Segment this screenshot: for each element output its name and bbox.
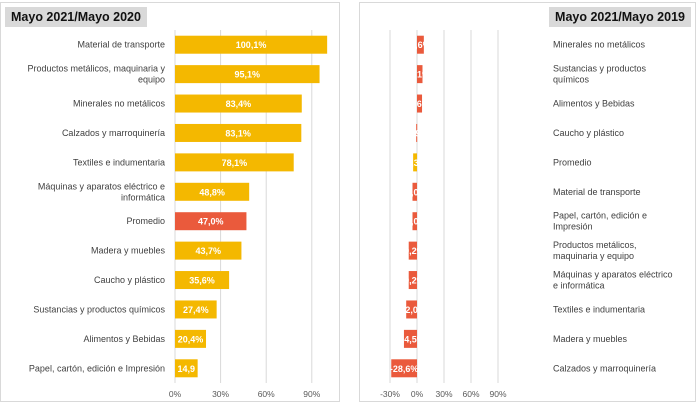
category-label: Máquinas y aparatos eléctrico e informáti… [553,270,673,291]
category-label: Calzados y marroquinería [62,128,165,138]
data-label: -5,0% [403,187,427,197]
category-label: Caucho y plástico [94,275,165,285]
data-label: 78,1% [222,158,248,168]
data-label: -12,0% [397,305,426,315]
bar [175,212,247,231]
x-tick-label: 90% [303,389,320,399]
data-label: 27,4% [183,305,209,315]
bar-chart-2019: -30% 0% 30% 60% 90% 7,6% Minerales no metálico… [380,30,673,399]
bar [412,182,417,201]
data-label: -5,0% [403,217,427,227]
category-label: Minerales no metálicos [553,40,646,50]
category-label: Textiles e indumentaria [73,157,165,167]
data-label: -4,3% [403,158,427,168]
x-tick-label: 30% [212,389,229,399]
data-label: 35,6% [189,276,215,286]
category-label: Textiles e indumentaria [553,304,645,314]
data-label: 20,4% [178,334,204,344]
bar [175,300,217,319]
bar [417,94,423,113]
data-label: -9,2% [401,246,425,256]
category-label: Alimentos y Bebidas [553,99,635,109]
chart-title: Mayo 2021/Mayo 2020 [5,7,147,27]
data-label: -28,6% [390,364,419,374]
bar [175,123,302,142]
chart-panel-2019: Mayo 2021/Mayo 2019 -30% 0% 30% 60% 90% 7,6% M… [359,2,696,402]
category-label: Promedio [553,157,592,167]
x-tick-label: 0% [169,389,182,399]
bar [416,123,418,142]
bar [403,329,417,348]
data-label: 83,4% [226,99,252,109]
bar [175,182,250,201]
data-label: 47,0% [198,217,224,227]
chart-title: Mayo 2021/Mayo 2019 [549,7,691,27]
data-label: -0,9% [405,128,429,138]
bar [175,329,207,348]
category-label: Papel, cartón, edición e Impresión [553,211,647,232]
bar [417,65,423,84]
category-label: Minerales no metálicos [73,99,166,109]
category-label: Productos metálicos, maquinaria y equipo [553,240,637,261]
data-label: 48,8% [199,187,225,197]
category-label: Calzados y marroquinería [553,363,656,373]
data-label: 100,1% [236,40,267,50]
bar [391,359,417,378]
bar [175,153,294,172]
x-tick-label: 30% [435,389,452,399]
bar [175,271,230,290]
x-tick-label: 60% [258,389,275,399]
bar [413,153,417,172]
data-label: 6,1% [409,70,430,80]
data-label: 14,9 [178,364,196,374]
category-label: Sustancias y productos químicos [553,64,647,85]
x-tick-label: 90% [489,389,506,399]
data-label: 7,6% [410,40,431,50]
bar [175,35,328,54]
category-label: Material de transporte [553,187,641,197]
data-label: 95,1% [235,70,261,80]
bar [412,212,417,231]
category-label: Alimentos y Bebidas [83,334,165,344]
category-label: Madera y muebles [553,334,628,344]
chart-panel-2020: Mayo 2021/Mayo 2020 0% 30% 60% 90% 100,1% Mat… [0,2,340,402]
data-label: -9,2% [401,276,425,286]
category-label: Madera y muebles [91,246,166,256]
bar [417,35,424,54]
x-tick-label: 60% [462,389,479,399]
x-tick-label: -30% [380,389,400,399]
bar [408,241,417,260]
category-label: Material de transporte [77,40,165,50]
category-label: Productos metálicos, maquinaria y equipo [27,64,165,85]
category-label: Máquinas y aparatos eléctrico e informáti… [38,181,165,202]
bar [406,300,417,319]
data-label: 43,7% [195,246,221,256]
category-label: Caucho y plástico [553,128,624,138]
bar [408,271,417,290]
bar [175,65,320,84]
category-label: Papel, cartón, edición e Impresión [29,363,165,373]
bar [175,94,302,113]
category-label: Sustancias y productos químicos [33,304,165,314]
data-label: 5,6% [409,99,430,109]
bar-chart-2020: 0% 30% 60% 90% 100,1% Material de transporte 9… [27,30,328,399]
bar [175,359,198,378]
x-tick-label: 0% [411,389,424,399]
category-label: Promedio [126,216,165,226]
bar [175,241,242,260]
data-label: -14,5% [396,334,425,344]
data-label: 83,1% [225,128,251,138]
